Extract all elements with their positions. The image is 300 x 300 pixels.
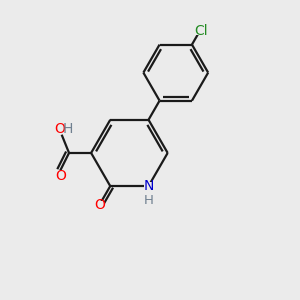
Text: H: H (144, 194, 154, 207)
Text: Cl: Cl (195, 23, 208, 38)
Bar (64, 125, 72, 133)
Bar (145, 196, 152, 204)
Text: O: O (55, 169, 66, 183)
Bar (196, 26, 207, 35)
Text: N: N (143, 179, 154, 193)
Bar (144, 182, 153, 190)
Bar (56, 172, 64, 180)
Text: O: O (94, 198, 105, 212)
Text: H: H (63, 122, 73, 136)
Bar (95, 201, 103, 210)
Bar (55, 125, 63, 133)
Text: O: O (54, 122, 65, 136)
